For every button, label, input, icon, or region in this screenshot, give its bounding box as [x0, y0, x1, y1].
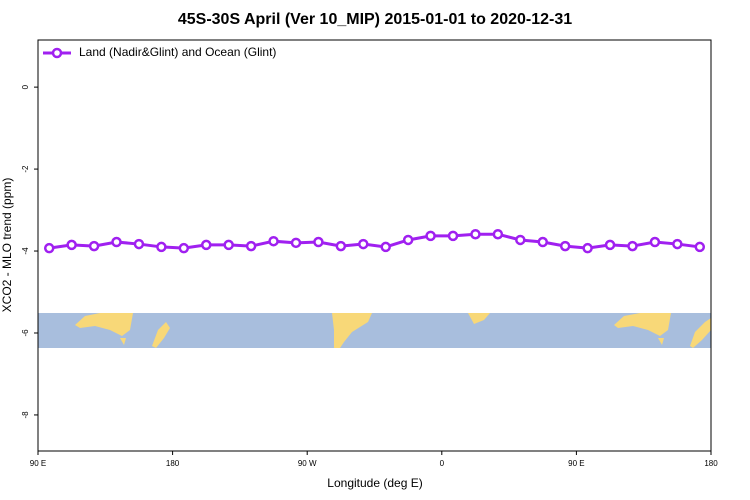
y-tick-label: 0	[21, 84, 30, 89]
point	[268, 235, 279, 247]
y-tick-label: -8	[21, 411, 30, 419]
legend-marker	[51, 47, 63, 59]
point	[627, 240, 638, 252]
x-axis-label: Longitude (deg E)	[327, 476, 422, 490]
point	[537, 236, 548, 248]
point	[111, 236, 122, 248]
point	[559, 240, 571, 252]
point	[402, 234, 414, 246]
point	[223, 239, 234, 251]
point	[515, 234, 526, 246]
map-strip	[38, 313, 711, 348]
point	[66, 239, 77, 251]
x-tick-label: 90 E	[30, 459, 46, 468]
x-tick-label: 90 W	[298, 459, 317, 468]
point	[604, 239, 616, 251]
y-axis-label: XCO2 - MLO trend (ppm)	[0, 178, 14, 313]
point	[290, 237, 302, 249]
series-line	[48, 232, 700, 250]
plot-frame	[37, 39, 712, 452]
point	[88, 240, 100, 252]
y-tick-label: -4	[21, 247, 30, 255]
point	[425, 230, 436, 242]
point	[492, 228, 504, 240]
x-tick-label: 180	[704, 459, 718, 468]
point	[380, 241, 391, 253]
y-tick-label: -2	[21, 165, 30, 173]
point	[358, 238, 369, 250]
point	[201, 239, 212, 251]
x-tick-label: 180	[166, 459, 180, 468]
point	[447, 230, 459, 242]
point	[335, 240, 347, 252]
point	[649, 236, 661, 248]
chart-title: 45S-30S April (Ver 10_MIP) 2015-01-01 to…	[178, 11, 572, 28]
point	[133, 238, 145, 250]
point	[672, 238, 683, 250]
point	[694, 241, 706, 253]
x-tick-label: 0	[440, 459, 445, 468]
point	[470, 228, 481, 240]
point	[178, 242, 190, 254]
point	[582, 242, 593, 254]
legend-label: Land (Nadir&Glint) and Ocean (Glint)	[79, 45, 276, 59]
point	[43, 242, 55, 254]
x-tick-label: 90 E	[568, 459, 584, 468]
point	[156, 241, 167, 253]
y-tick-label: -6	[21, 329, 30, 337]
point	[313, 236, 324, 248]
point	[245, 240, 257, 252]
